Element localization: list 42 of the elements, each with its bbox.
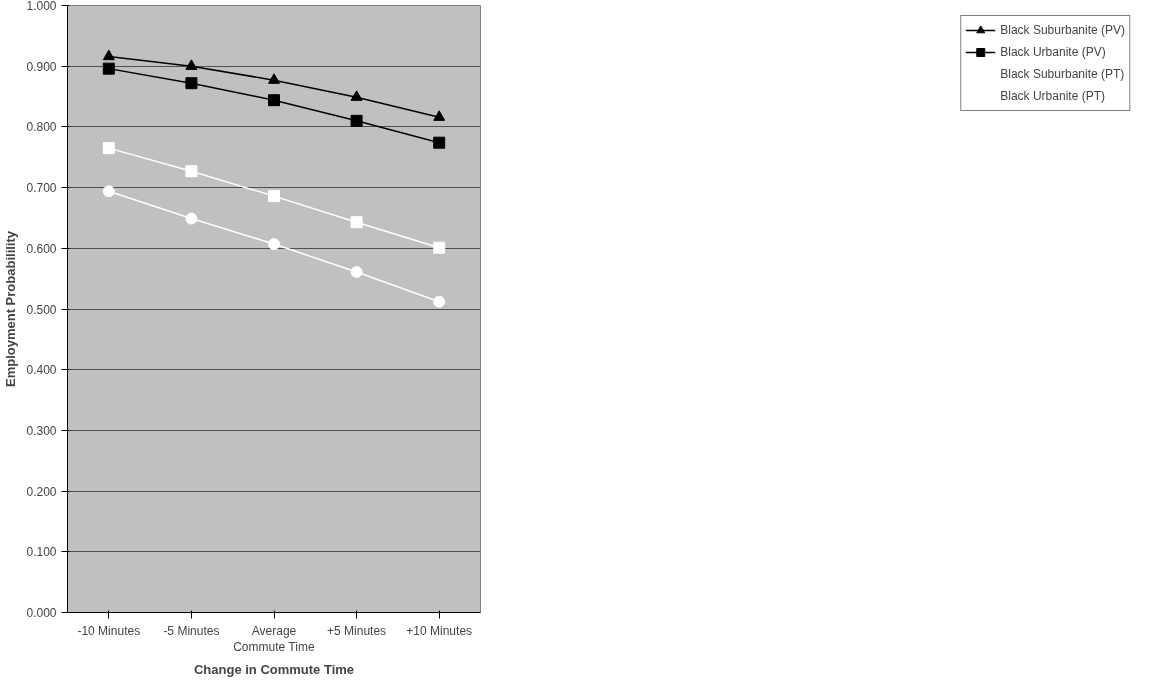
y-tick-label: 0.100 [26, 545, 57, 560]
point [102, 62, 115, 75]
point [433, 136, 446, 149]
point [102, 142, 115, 155]
x-tick-label: +5 Minutes [327, 623, 387, 638]
text: Black Urbanite (PT) [1000, 89, 1105, 103]
point [185, 59, 198, 70]
point [268, 73, 280, 84]
legend-label: Black Suburbanite (PV) [1000, 23, 1125, 37]
point [350, 90, 363, 101]
x-tick-label: -5 Minutes [163, 623, 220, 638]
y-tick-label: 0.800 [26, 120, 57, 135]
point [268, 190, 280, 203]
x-tick-label: -10 Minutes [77, 623, 141, 638]
point [102, 185, 115, 198]
y-axis-title: Employment Probabilility [3, 230, 19, 388]
point [433, 241, 446, 254]
point [350, 265, 363, 278]
y-tick-label: 0.600 [26, 241, 57, 256]
x-tick-label: Average Commute Time [233, 623, 315, 655]
y-tick-label: 0.200 [26, 484, 57, 499]
y-tick-label: 0.000 [26, 606, 57, 620]
y-tick-label: 0.700 [26, 181, 57, 196]
point [185, 212, 198, 225]
point [350, 114, 363, 127]
point [433, 295, 446, 308]
x-tick-label: +10 Minutes [406, 623, 473, 638]
y-tick-label: 0.300 [26, 423, 57, 438]
point [268, 94, 280, 107]
legend-label: Black Urbanite (PV) [1000, 45, 1106, 59]
y-tick-label: 0.500 [26, 302, 57, 317]
x-axis-title: Change in Commute Time [193, 662, 355, 678]
point [433, 110, 446, 121]
y-tick-label: 1.000 [26, 0, 57, 13]
y-tick-label: 0.400 [26, 363, 57, 378]
point [185, 165, 198, 178]
point [185, 77, 198, 90]
text: Black Suburbanite (PT) [1000, 67, 1125, 81]
point [102, 49, 115, 61]
point [268, 238, 280, 251]
y-tick-label: 0.900 [26, 59, 57, 74]
point [350, 216, 363, 229]
